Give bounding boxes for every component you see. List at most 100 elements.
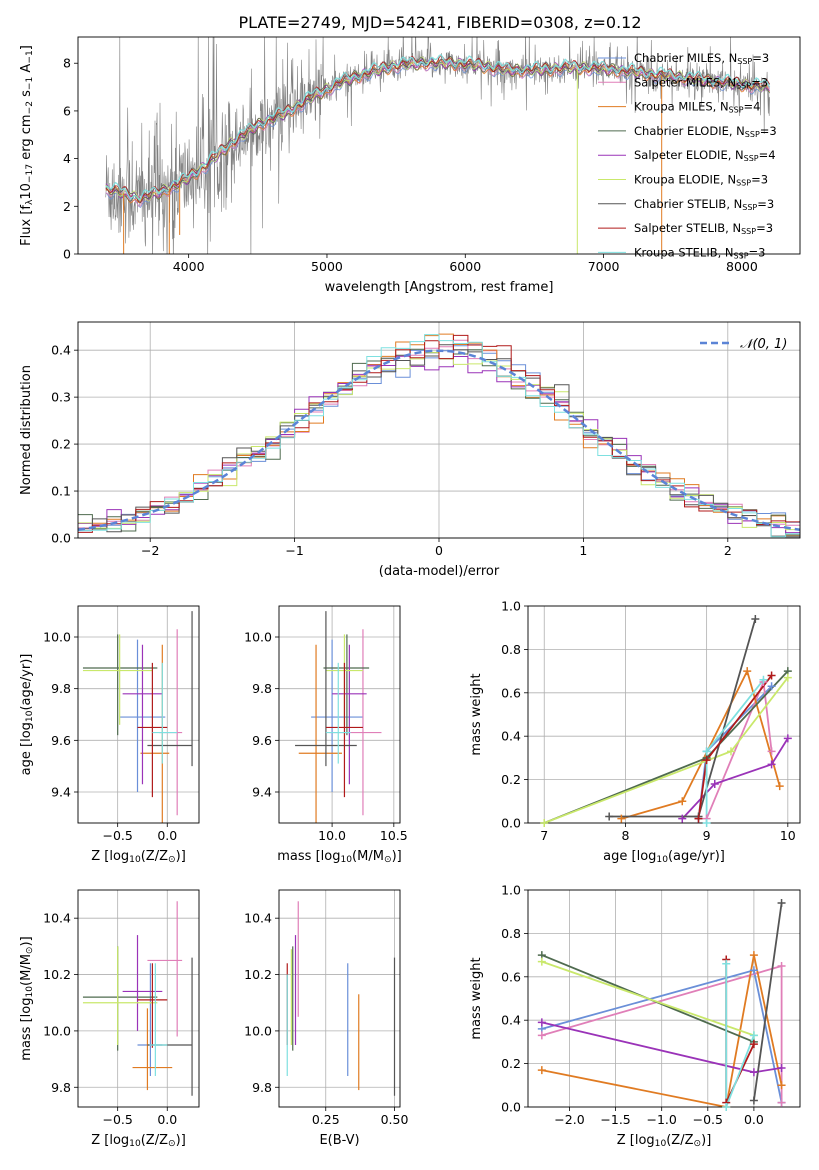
label-part: (M/M bbox=[19, 954, 34, 986]
label-part: 10 bbox=[25, 986, 35, 998]
legend-entry: Chabrier ELODIE, NSSP=3 bbox=[634, 124, 777, 139]
y-tick-label: 9.4 bbox=[51, 785, 71, 800]
y-tick-label: 10.2 bbox=[244, 967, 272, 982]
legend-suffix: =3 bbox=[757, 197, 774, 211]
x-tick-label: 5000 bbox=[311, 259, 343, 274]
label-part: (Z/Z bbox=[141, 849, 168, 864]
legend-suffix: =3 bbox=[752, 51, 769, 65]
weight-marker-MILES_Kroupa bbox=[777, 1081, 786, 1090]
x-tick-label: −1 bbox=[285, 543, 303, 558]
label-part: Z [log bbox=[91, 849, 129, 864]
label-part: )] bbox=[176, 849, 186, 864]
x-tick-label: 9 bbox=[703, 828, 711, 843]
weight-marker-STELIB_Kroupa bbox=[722, 1103, 731, 1111]
axes-frame bbox=[77, 36, 801, 255]
y-tick-label: 1.0 bbox=[501, 883, 521, 898]
legend-label: Kroupa MILES, N bbox=[634, 100, 729, 114]
x-axis-label: Z [log10(Z/Z⊙)] bbox=[91, 849, 186, 865]
x-axis-label: (data-model)/error bbox=[379, 564, 500, 579]
x-axis-label: mass [log10(M/M⊙)] bbox=[277, 849, 401, 865]
x-tick-label: 7000 bbox=[588, 259, 620, 274]
y-tick-label: 0.2 bbox=[501, 772, 521, 787]
plot-area bbox=[295, 611, 382, 823]
weight-marker-STELIB_Kroupa bbox=[759, 675, 768, 684]
plot-area bbox=[82, 901, 193, 1096]
y-tick-label: 9.6 bbox=[51, 733, 71, 748]
y-tick-label: 0.0 bbox=[501, 1100, 521, 1115]
legend-label: Salpeter STELIB, N bbox=[634, 221, 741, 235]
weight-marker-STELIB_Salpeter bbox=[694, 814, 703, 823]
weight-marker-STELIB_Kroupa bbox=[749, 1031, 758, 1040]
plot-area bbox=[82, 611, 193, 823]
legend-sub: SSP bbox=[745, 130, 760, 139]
legend-entry: 𝒩(0, 1) bbox=[740, 337, 787, 352]
y-axis-label: age [log10(age/yr)] bbox=[19, 654, 35, 776]
y-tick-label: 10.4 bbox=[244, 911, 272, 926]
y-tick-label: 9.4 bbox=[252, 785, 272, 800]
weight-marker-STELIB_Chabrier bbox=[605, 812, 614, 821]
label-part: 10 bbox=[25, 710, 35, 722]
label-part: ⊙ bbox=[168, 855, 176, 865]
weight-marker-MILES_Kroupa bbox=[617, 814, 626, 823]
weight-marker-STELIB_Kroupa bbox=[702, 819, 711, 827]
y-tick-label: 0 bbox=[63, 247, 71, 262]
weight-marker-MILES_Kroupa bbox=[775, 782, 784, 791]
weight-marker-MILES_Salpeter bbox=[767, 747, 776, 756]
weight-marker-STELIB_Salpeter bbox=[767, 671, 776, 680]
weight-marker-ELODIE_Kroupa bbox=[726, 747, 735, 756]
model-line-STELIB_Chabrier bbox=[105, 55, 770, 204]
x-tick-label: 10 bbox=[780, 828, 796, 843]
weight-marker-STELIB_Kroupa bbox=[722, 959, 731, 968]
y-tick-label: 0.0 bbox=[51, 531, 71, 546]
label-part: A bbox=[19, 64, 34, 77]
plot-area bbox=[78, 333, 800, 538]
legend-suffix: =3 bbox=[756, 221, 773, 235]
x-tick-label: −1.5 bbox=[600, 1112, 630, 1127]
x-tick-label: 0.0 bbox=[157, 828, 177, 843]
legend-suffix: =3 bbox=[749, 245, 766, 259]
label-part: (Z/Z bbox=[141, 1133, 168, 1148]
label-part: age [log bbox=[19, 722, 34, 775]
y-tick-label: 0.4 bbox=[501, 1013, 521, 1028]
label-part: (age/yr)] bbox=[668, 849, 725, 864]
label-part: )] bbox=[19, 936, 34, 946]
label-part: (Z/Z bbox=[666, 1133, 693, 1148]
weight-marker-STELIB_Salpeter bbox=[749, 1040, 758, 1049]
weight-marker-ELODIE_Salpeter bbox=[537, 1018, 546, 1027]
label-part: (M/M bbox=[352, 849, 384, 864]
legend-entry: Salpeter MILES, NSSP=3 bbox=[634, 75, 768, 90]
legend-entry: Chabrier STELIB, NSSP=3 bbox=[634, 197, 774, 212]
y-axis-label: mass [log10(M/M⊙)] bbox=[19, 936, 35, 1060]
label-part: −2 bbox=[25, 101, 35, 114]
weight-line-STELIB_Chabrier bbox=[753, 902, 783, 1101]
weight-marker-MILES_Salpeter bbox=[537, 1031, 546, 1040]
axes-frame bbox=[77, 889, 200, 1108]
weight-marker-ELODIE_Salpeter bbox=[783, 734, 792, 743]
panel-spectrum: 4000 5000 6000 7000 8000 0 2 4 6 8 wavelength [Ang… bbox=[19, 36, 801, 295]
weight-line-STELIB_Kroupa bbox=[725, 963, 755, 1107]
x-tick-label: −1.0 bbox=[647, 1112, 677, 1127]
legend-label: Chabrier MILES, N bbox=[634, 51, 737, 65]
weight-marker-MILES_Salpeter bbox=[777, 1098, 786, 1107]
weight-line-ELODIE_Salpeter bbox=[681, 737, 789, 820]
figure-title: PLATE=2749, MJD=54241, FIBERID=0308, z=0… bbox=[238, 13, 641, 32]
histogram-STELIB_Kroupa bbox=[78, 334, 800, 538]
label-part: ⊙ bbox=[384, 855, 392, 865]
weight-marker-MILES_Kroupa bbox=[678, 797, 687, 806]
legend-label: Chabrier ELODIE, N bbox=[634, 124, 745, 138]
weight-line-MILES_Kroupa bbox=[621, 668, 781, 820]
legend-label: Salpeter ELODIE, N bbox=[634, 148, 744, 162]
label-part: (age/yr)] bbox=[19, 654, 34, 711]
label-part: Z [log bbox=[617, 1133, 655, 1148]
x-tick-label: 4000 bbox=[173, 259, 205, 274]
y-tick-label: 9.6 bbox=[252, 733, 272, 748]
label-part: )] bbox=[701, 1133, 711, 1148]
weight-marker-MILES_Kroupa bbox=[743, 667, 752, 676]
weight-marker-ELODIE_Salpeter bbox=[749, 1068, 758, 1077]
legend-sub: SSP bbox=[734, 251, 749, 260]
axes-frame bbox=[77, 605, 200, 824]
legend-suffix: =4 bbox=[744, 100, 761, 114]
legend-label: Salpeter MILES, N bbox=[634, 75, 736, 89]
x-axis-label: age [log10(age/yr)] bbox=[603, 849, 725, 865]
y-tick-label: 10.0 bbox=[244, 1023, 272, 1038]
